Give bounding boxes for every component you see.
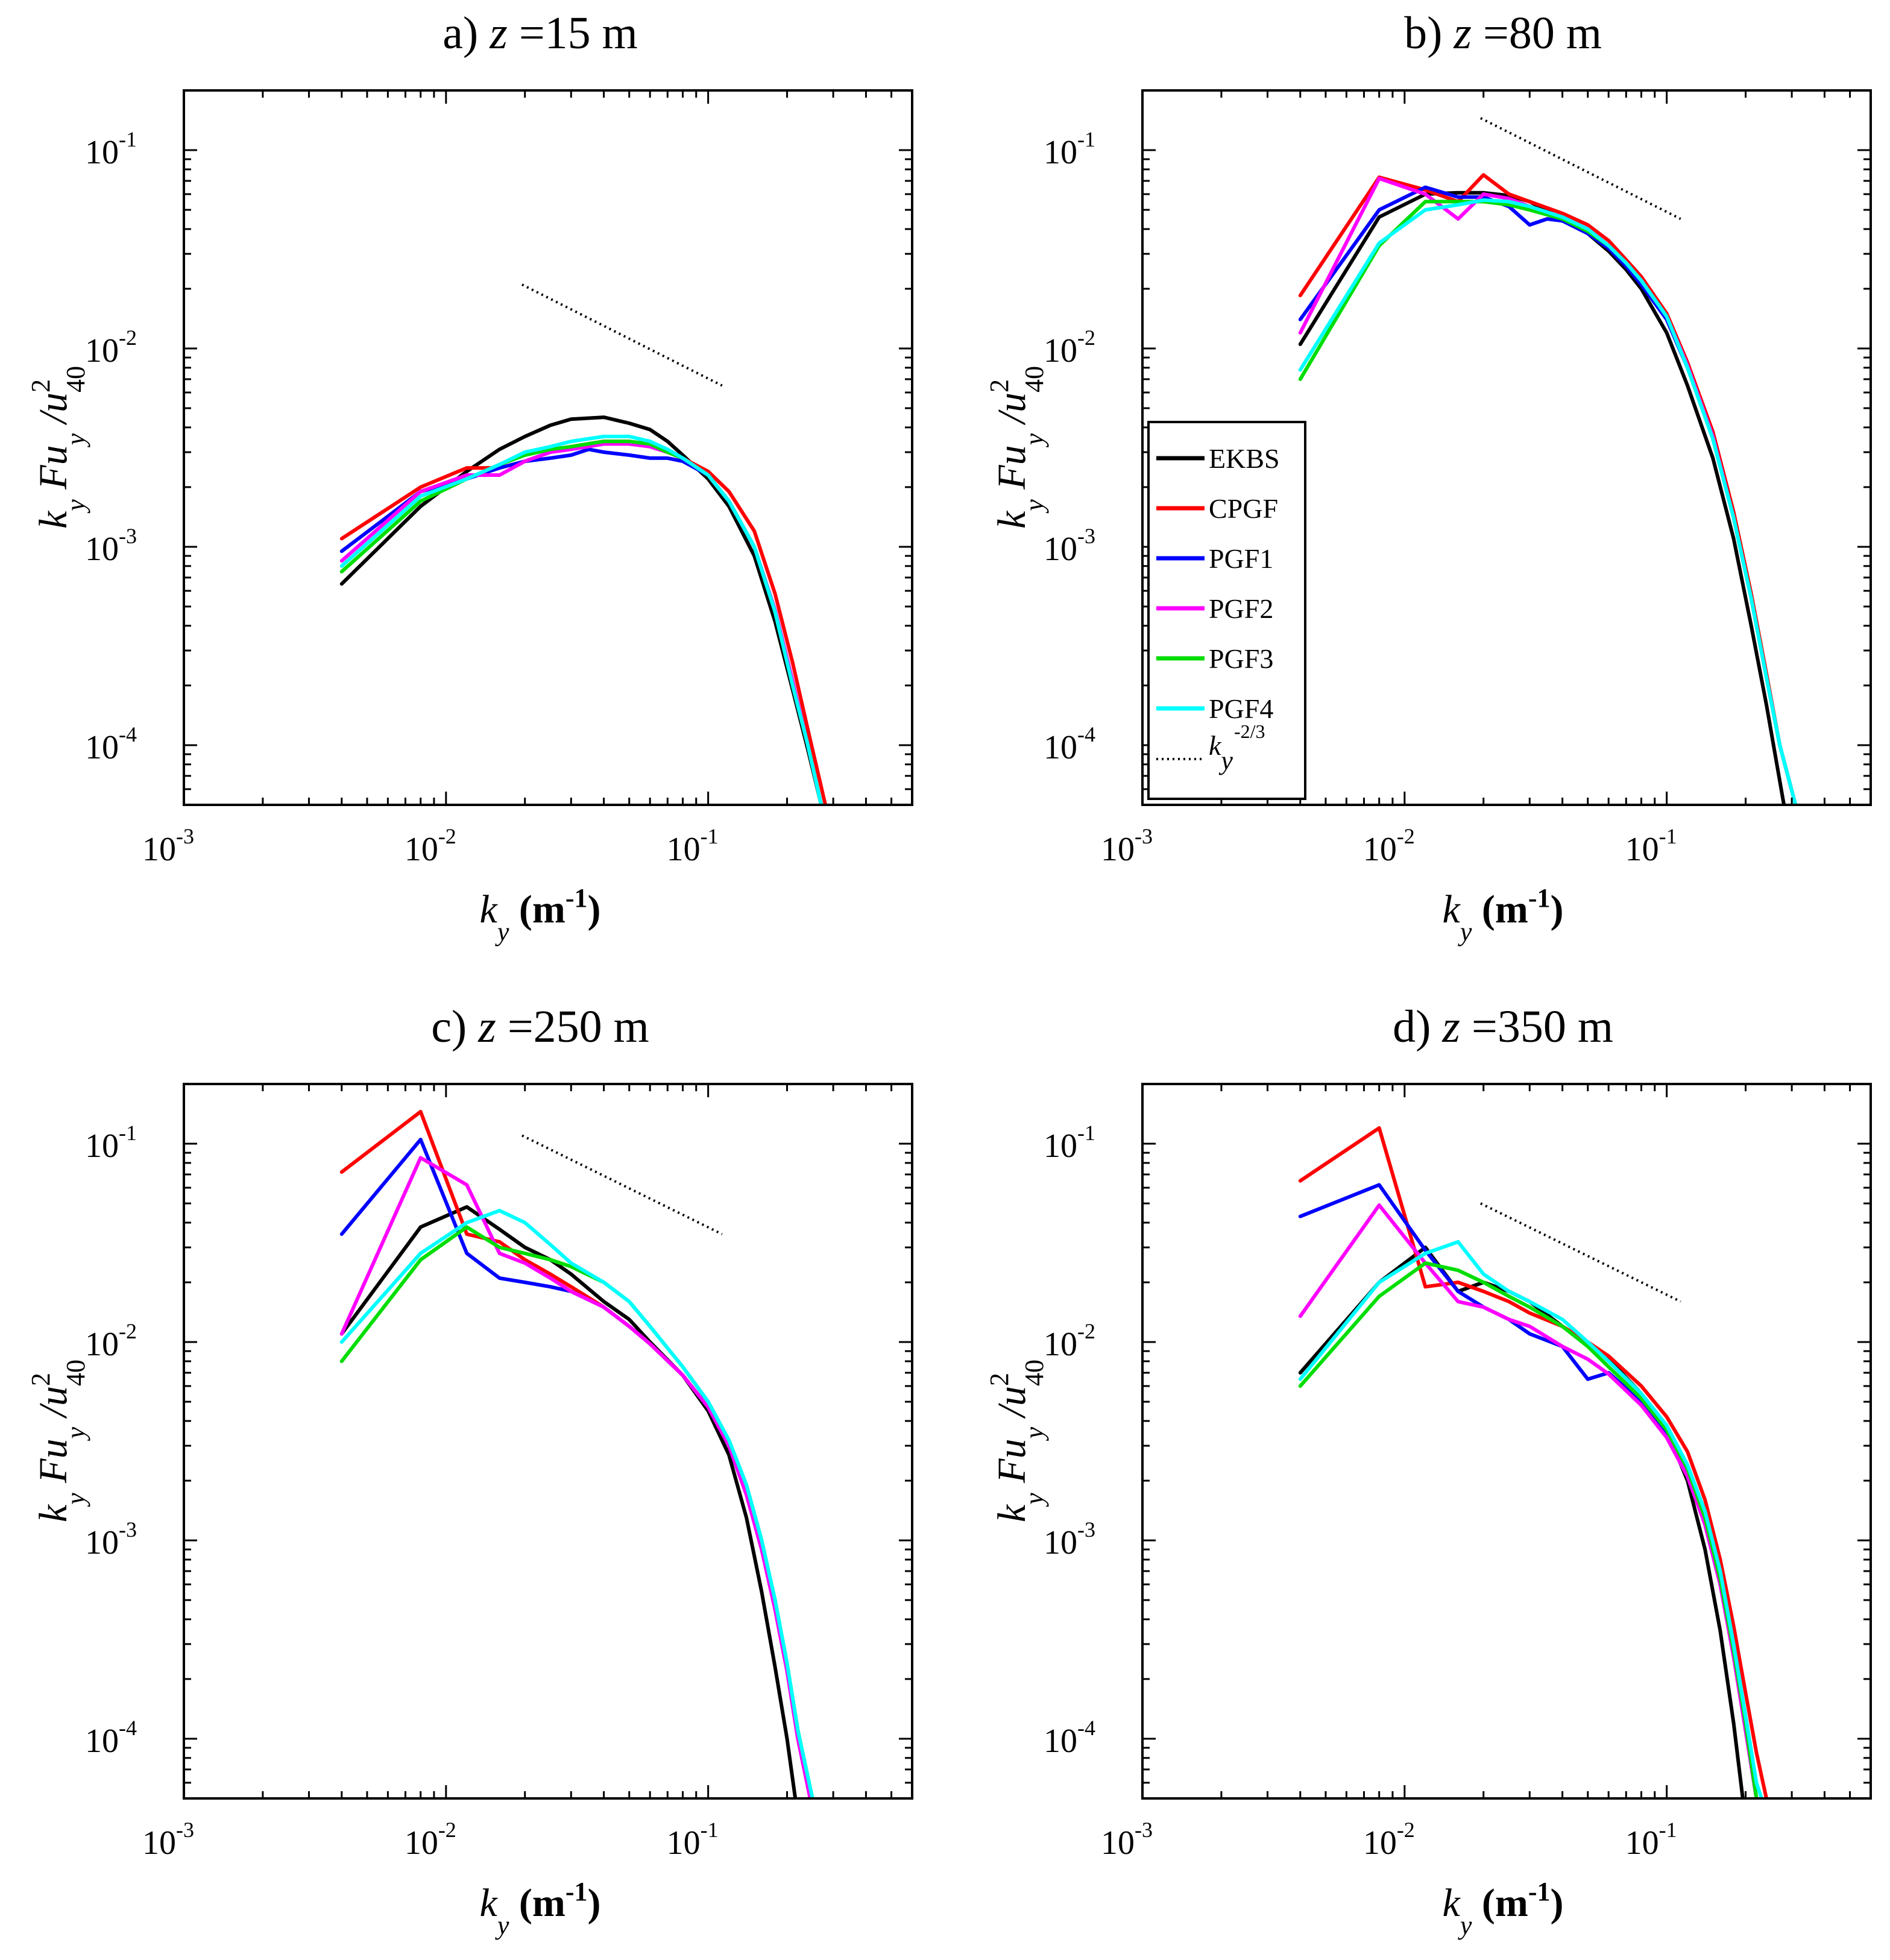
y-tick-label: 10-3 <box>85 1517 137 1561</box>
subplot-a: a) z =15 m 10-3 10-2 10-110-410-310-210-1 … <box>26 8 913 947</box>
y-tick-label: 10-1 <box>85 127 137 171</box>
y-tick-label: 10-2 <box>85 1319 137 1363</box>
y-tick-label: 10-3 <box>85 524 137 568</box>
y-tick-label: 10-4 <box>1044 722 1095 766</box>
subplot-b: b) z =80 m 10-3 10-2 10-110-410-310-210-1 … <box>984 8 1872 947</box>
y-tick-label: 10-4 <box>1044 1716 1095 1760</box>
y-tick-label: 10-1 <box>1044 127 1095 171</box>
legend: EKBS CPGF PGF1 PGF2 PGF3 PGF4 ky-2/3 <box>1147 421 1306 800</box>
subplot-c-series-pgf4 <box>339 1209 814 1798</box>
subplot-a-y-axis-label: ky Fuy /u2 40 <box>26 366 90 529</box>
subplot-b-series-ekbs <box>1298 191 1786 805</box>
x-tick-label: 10-1 <box>1625 824 1677 868</box>
x-tick-label: 10-1 <box>667 824 719 868</box>
subplot-a-title: a) z =15 m <box>443 8 638 58</box>
x-tick-label: 10-3 <box>1101 1818 1153 1862</box>
subplot-a-ref-line <box>521 283 723 387</box>
subplot-b-series-pgf3 <box>1298 200 1798 805</box>
legend-label-ekbs: EKBS <box>1209 443 1280 474</box>
subplot-a-axes-box <box>183 89 913 806</box>
subplot-c-x-axis-label: ky (m-1) <box>480 1877 601 1940</box>
subplot-d-series-pgf4 <box>1298 1240 1763 1798</box>
subplot-c-title: c) z =250 m <box>431 1001 649 1052</box>
subplot-d-y-axis-label: ky Fuy /u2 40 <box>984 1360 1049 1522</box>
y-tick-label: 10-2 <box>1044 1319 1095 1363</box>
subplot-d: d) z =350 m 10-3 10-2 10-1 10-4 10-3 10-2 10-1… <box>984 1001 1872 1940</box>
x-tick-label: 10-2 <box>405 1818 456 1862</box>
subplot-c-axes-box <box>183 1083 913 1800</box>
subplot-c: c) z =250 m 10-3 10-2 10-1 10-4 10-3 10-2 10-1… <box>26 1001 913 1940</box>
x-tick-label: 10-3 <box>142 824 194 868</box>
subplot-b-x-axis-label: ky (m-1) <box>1443 883 1564 947</box>
legend-label-pgf2: PGF2 <box>1209 593 1273 624</box>
subplot-d-series-pgf3 <box>1298 1261 1759 1798</box>
legend-label-pgf1: PGF1 <box>1209 543 1273 574</box>
subplot-b-axes-box <box>1141 89 1872 806</box>
legend-ref-label: ky-2/3 <box>1209 720 1265 775</box>
subplot-b-series-pgf4 <box>1298 198 1798 805</box>
y-tick-label: 10-1 <box>85 1121 137 1165</box>
subplot-c-series-ekbs <box>339 1205 798 1798</box>
x-tick-label: 10-2 <box>405 824 456 868</box>
x-tick-label: 10-1 <box>667 1818 719 1862</box>
subplot-d-axes-box <box>1141 1083 1872 1800</box>
subplot-c-series-pgf3 <box>339 1225 814 1798</box>
y-tick-label: 10-1 <box>1044 1121 1095 1165</box>
subplot-d-ref-line <box>1480 1202 1681 1303</box>
y-tick-label: 10-4 <box>85 722 137 766</box>
subplot-d-title: d) z =350 m <box>1393 1001 1613 1052</box>
subplot-a-series-pgf4 <box>339 435 824 805</box>
subplot-b-y-axis-label: ky Fuy /u2 40 <box>984 366 1049 529</box>
y-tick-label: 10-2 <box>1044 326 1095 370</box>
x-tick-label: 10-3 <box>1101 824 1153 868</box>
subplot-a-x-axis-label: ky (m-1) <box>480 883 601 947</box>
subplot-c-series-pgf2 <box>339 1156 812 1798</box>
subplot-a-series-pgf2 <box>339 442 824 805</box>
subplot-c-series-cpgf <box>339 1109 812 1798</box>
x-tick-label: 10-1 <box>1625 1818 1677 1862</box>
subplot-d-series-cpgf <box>1298 1126 1768 1798</box>
x-tick-label: 10-3 <box>142 1818 194 1862</box>
subplot-a-series-ekbs <box>339 415 824 805</box>
subplot-c-y-axis-label: ky Fuy /u2 40 <box>26 1360 90 1522</box>
subplot-c-ref-line <box>521 1134 723 1235</box>
legend-label-pgf4: PGF4 <box>1209 693 1273 724</box>
subplot-b-title: b) z =80 m <box>1404 8 1602 58</box>
y-tick-label: 10-4 <box>85 1716 137 1760</box>
y-tick-label: 10-3 <box>1044 1517 1095 1561</box>
y-tick-label: 10-2 <box>85 326 137 370</box>
subplot-d-series-pgf1 <box>1298 1183 1759 1798</box>
legend-label-cpgf: CPGF <box>1209 493 1278 524</box>
y-tick-label: 10-3 <box>1044 524 1095 568</box>
subplot-d-x-axis-label: ky (m-1) <box>1443 1877 1564 1940</box>
legend-label-pgf3: PGF3 <box>1209 643 1273 674</box>
x-tick-label: 10-2 <box>1363 824 1415 868</box>
x-tick-label: 10-2 <box>1363 1818 1415 1862</box>
